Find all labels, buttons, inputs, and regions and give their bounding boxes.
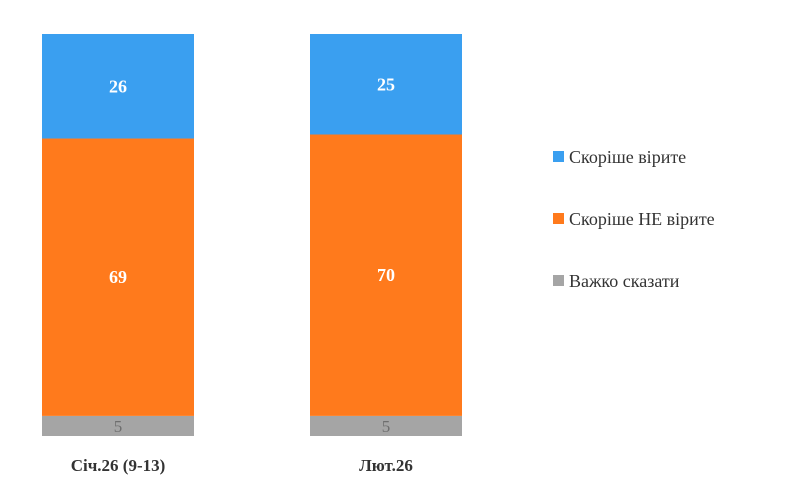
bar-segment-1-2	[42, 138, 194, 416]
bar-segment-2-1	[310, 415, 462, 436]
data-label-1-3: 26	[109, 76, 127, 96]
bar-segment-2-2	[310, 134, 462, 416]
legend-swatch-2	[553, 213, 564, 224]
legend-swatch-3	[553, 275, 564, 286]
legend-swatch-1	[553, 151, 564, 162]
legend-label-2: Скоріше НЕ вірите	[569, 209, 715, 229]
category-labels: Січ.26 (9-13) Лют.26	[71, 456, 413, 475]
legend: Скоріше вірите Скоріше НЕ вірите Важко ска…	[553, 147, 715, 291]
data-label-2-2: 70	[377, 265, 395, 285]
bars-group: 5 69 26 5 70 25	[42, 34, 462, 436]
bar-segment-1-1	[42, 415, 194, 436]
data-label-1-2: 69	[109, 267, 127, 287]
legend-label-3: Важко сказати	[569, 271, 680, 291]
category-label-2: Лют.26	[359, 456, 413, 475]
legend-label-1: Скоріше вірите	[569, 147, 686, 167]
bar-segment-2-3	[310, 34, 462, 135]
data-label-1-1: 5	[114, 417, 123, 436]
data-label-2-1: 5	[382, 417, 391, 436]
bar-segment-1-3	[42, 34, 194, 139]
data-label-2-3: 25	[377, 74, 395, 94]
category-label-1: Січ.26 (9-13)	[71, 456, 166, 475]
